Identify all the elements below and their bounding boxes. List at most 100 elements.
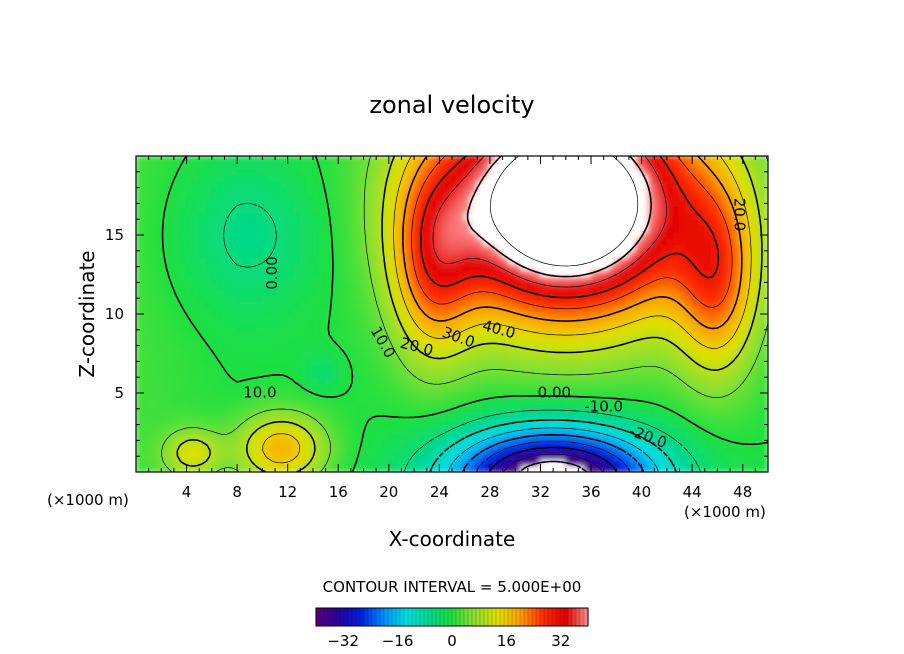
heatmap-cell [211,294,219,302]
heatmap-cell [685,262,693,271]
heatmap-cell [274,225,282,233]
heatmap-cell [141,288,150,296]
heatmap-cell [483,294,491,302]
heatmap-cell [331,199,339,208]
heatmap-cell [179,250,188,258]
heatmap-cell [502,319,510,328]
heatmap-cell [754,262,763,271]
heatmap-cell [622,206,630,214]
heatmap-cell [381,357,390,366]
heatmap-cell [388,281,396,290]
heatmap-cell [685,345,693,353]
heatmap-cell [691,319,699,328]
heatmap-cell [154,156,162,163]
heatmap-cell [666,199,674,208]
heatmap-cell [432,452,440,460]
heatmap-cell [445,364,453,372]
heatmap-cell [495,281,504,290]
heatmap-cell [318,250,327,258]
heatmap-cell [217,345,225,353]
heatmap-cell [141,180,150,189]
heatmap-cell [647,156,655,163]
heatmap-cell [186,338,194,347]
heatmap-cell [470,288,478,296]
heatmap-cell [318,199,327,208]
heatmap-cell [445,231,453,239]
heatmap-cell [704,218,712,227]
heatmap-cell [211,326,219,334]
heatmap-cell [470,420,478,429]
heatmap-cell [596,427,605,435]
heatmap-cell [381,452,390,460]
heatmap-cell [546,174,554,182]
heatmap-cell [697,294,706,302]
heatmap-cell [230,427,238,435]
heatmap-cell [249,193,257,201]
heatmap-cell [735,364,744,372]
heatmap-cell [167,439,175,448]
heatmap-cell [704,395,712,403]
heatmap-cell [136,212,143,220]
heatmap-cell [375,370,383,378]
heatmap-cell [514,187,523,195]
heatmap-cell [400,250,409,258]
heatmap-cell [672,156,681,163]
heatmap-cell [186,225,194,233]
heatmap-cell [394,319,402,328]
heatmap-cell [514,357,523,366]
heatmap-cell [173,351,181,359]
heatmap-cell [470,225,478,233]
heatmap-cell [470,218,478,227]
heatmap-cell [426,231,434,239]
heatmap-cell [148,332,156,340]
heatmap-cell [483,187,491,195]
heatmap-cell [236,225,244,233]
heatmap-cell [685,401,693,410]
heatmap-cell [369,225,377,233]
heatmap-cell [603,332,611,340]
heatmap-cell [249,174,257,182]
heatmap-cell [426,395,434,403]
heatmap-cell [735,161,744,170]
heatmap-cell [388,161,396,170]
heatmap-cell [666,187,674,195]
heatmap-cell [293,345,301,353]
heatmap-cell [558,262,567,271]
heatmap-cell [666,269,674,277]
heatmap-cell [198,313,207,321]
heatmap-cell [160,357,169,366]
heatmap-cell [672,401,681,410]
heatmap-cell [287,294,295,302]
heatmap-cell [697,281,706,290]
heatmap-cell [261,288,270,296]
heatmap-cell [489,458,497,467]
heatmap-cell [167,307,175,315]
heatmap-cell [470,174,478,182]
heatmap-cell [205,212,213,220]
heatmap-cell [141,427,150,435]
heatmap-cell [318,414,327,422]
heatmap-cell [363,433,371,441]
heatmap-cell [596,294,605,302]
heatmap-cell [198,364,207,372]
heatmap-cell [274,345,282,353]
heatmap-cell [552,383,560,391]
heatmap-cell [489,250,497,258]
heatmap-cell [375,281,383,290]
heatmap-cell [710,231,718,239]
heatmap-cell [350,262,358,271]
heatmap-cell [546,414,554,422]
heatmap-cell [704,313,712,321]
heatmap-cell [679,161,687,170]
heatmap-cell [533,370,541,378]
heatmap-cell [280,231,289,239]
heatmap-cell [704,231,712,239]
heatmap-cell [407,206,415,214]
heatmap-cell [280,401,289,410]
heatmap-cell [230,300,238,309]
heatmap-cell [318,395,327,403]
heatmap-cell [716,193,725,201]
heatmap-cell [527,439,535,448]
heatmap-cell [337,243,346,252]
heatmap-cell [388,231,396,239]
